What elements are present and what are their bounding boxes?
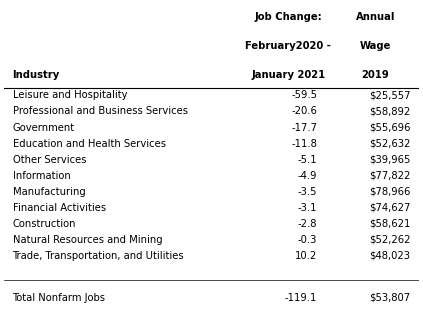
Text: -5.1: -5.1 xyxy=(298,154,317,165)
Text: $48,023: $48,023 xyxy=(369,251,410,261)
Text: Financial Activities: Financial Activities xyxy=(13,203,106,213)
Text: $25,557: $25,557 xyxy=(369,91,410,100)
Text: -11.8: -11.8 xyxy=(291,139,317,149)
Text: Annual: Annual xyxy=(356,12,395,22)
Text: Construction: Construction xyxy=(13,219,76,229)
Text: Wage: Wage xyxy=(360,41,391,51)
Text: -4.9: -4.9 xyxy=(298,171,317,181)
Text: -3.5: -3.5 xyxy=(298,187,317,197)
Text: February2020 -: February2020 - xyxy=(245,41,331,51)
Text: $74,627: $74,627 xyxy=(369,203,410,213)
Text: Leisure and Hospitality: Leisure and Hospitality xyxy=(13,91,127,100)
Text: 2019: 2019 xyxy=(361,70,389,80)
Text: $58,621: $58,621 xyxy=(369,219,410,229)
Text: -17.7: -17.7 xyxy=(291,123,317,133)
Text: Natural Resources and Mining: Natural Resources and Mining xyxy=(13,235,162,245)
Text: Trade, Transportation, and Utilities: Trade, Transportation, and Utilities xyxy=(13,251,184,261)
Text: Manufacturing: Manufacturing xyxy=(13,187,85,197)
Text: $78,966: $78,966 xyxy=(369,187,410,197)
Text: Job Change:: Job Change: xyxy=(254,12,322,22)
Text: $52,632: $52,632 xyxy=(369,139,410,149)
Text: Other Services: Other Services xyxy=(13,154,86,165)
Text: 10.2: 10.2 xyxy=(295,251,317,261)
Text: -2.8: -2.8 xyxy=(298,219,317,229)
Text: Education and Health Services: Education and Health Services xyxy=(13,139,165,149)
Text: Total Nonfarm Jobs: Total Nonfarm Jobs xyxy=(13,293,105,303)
Text: -119.1: -119.1 xyxy=(285,293,317,303)
Text: $52,262: $52,262 xyxy=(369,235,410,245)
Text: Information: Information xyxy=(13,171,70,181)
Text: Professional and Business Services: Professional and Business Services xyxy=(13,107,187,116)
Text: January 2021: January 2021 xyxy=(251,70,325,80)
Text: $77,822: $77,822 xyxy=(369,171,410,181)
Text: -59.5: -59.5 xyxy=(291,91,317,100)
Text: Government: Government xyxy=(13,123,74,133)
Text: -3.1: -3.1 xyxy=(298,203,317,213)
Text: -0.3: -0.3 xyxy=(298,235,317,245)
Text: -20.6: -20.6 xyxy=(291,107,317,116)
Text: $58,892: $58,892 xyxy=(369,107,410,116)
Text: $55,696: $55,696 xyxy=(369,123,410,133)
Text: Industry: Industry xyxy=(13,70,60,80)
Text: $53,807: $53,807 xyxy=(369,293,410,303)
Text: $39,965: $39,965 xyxy=(369,154,410,165)
